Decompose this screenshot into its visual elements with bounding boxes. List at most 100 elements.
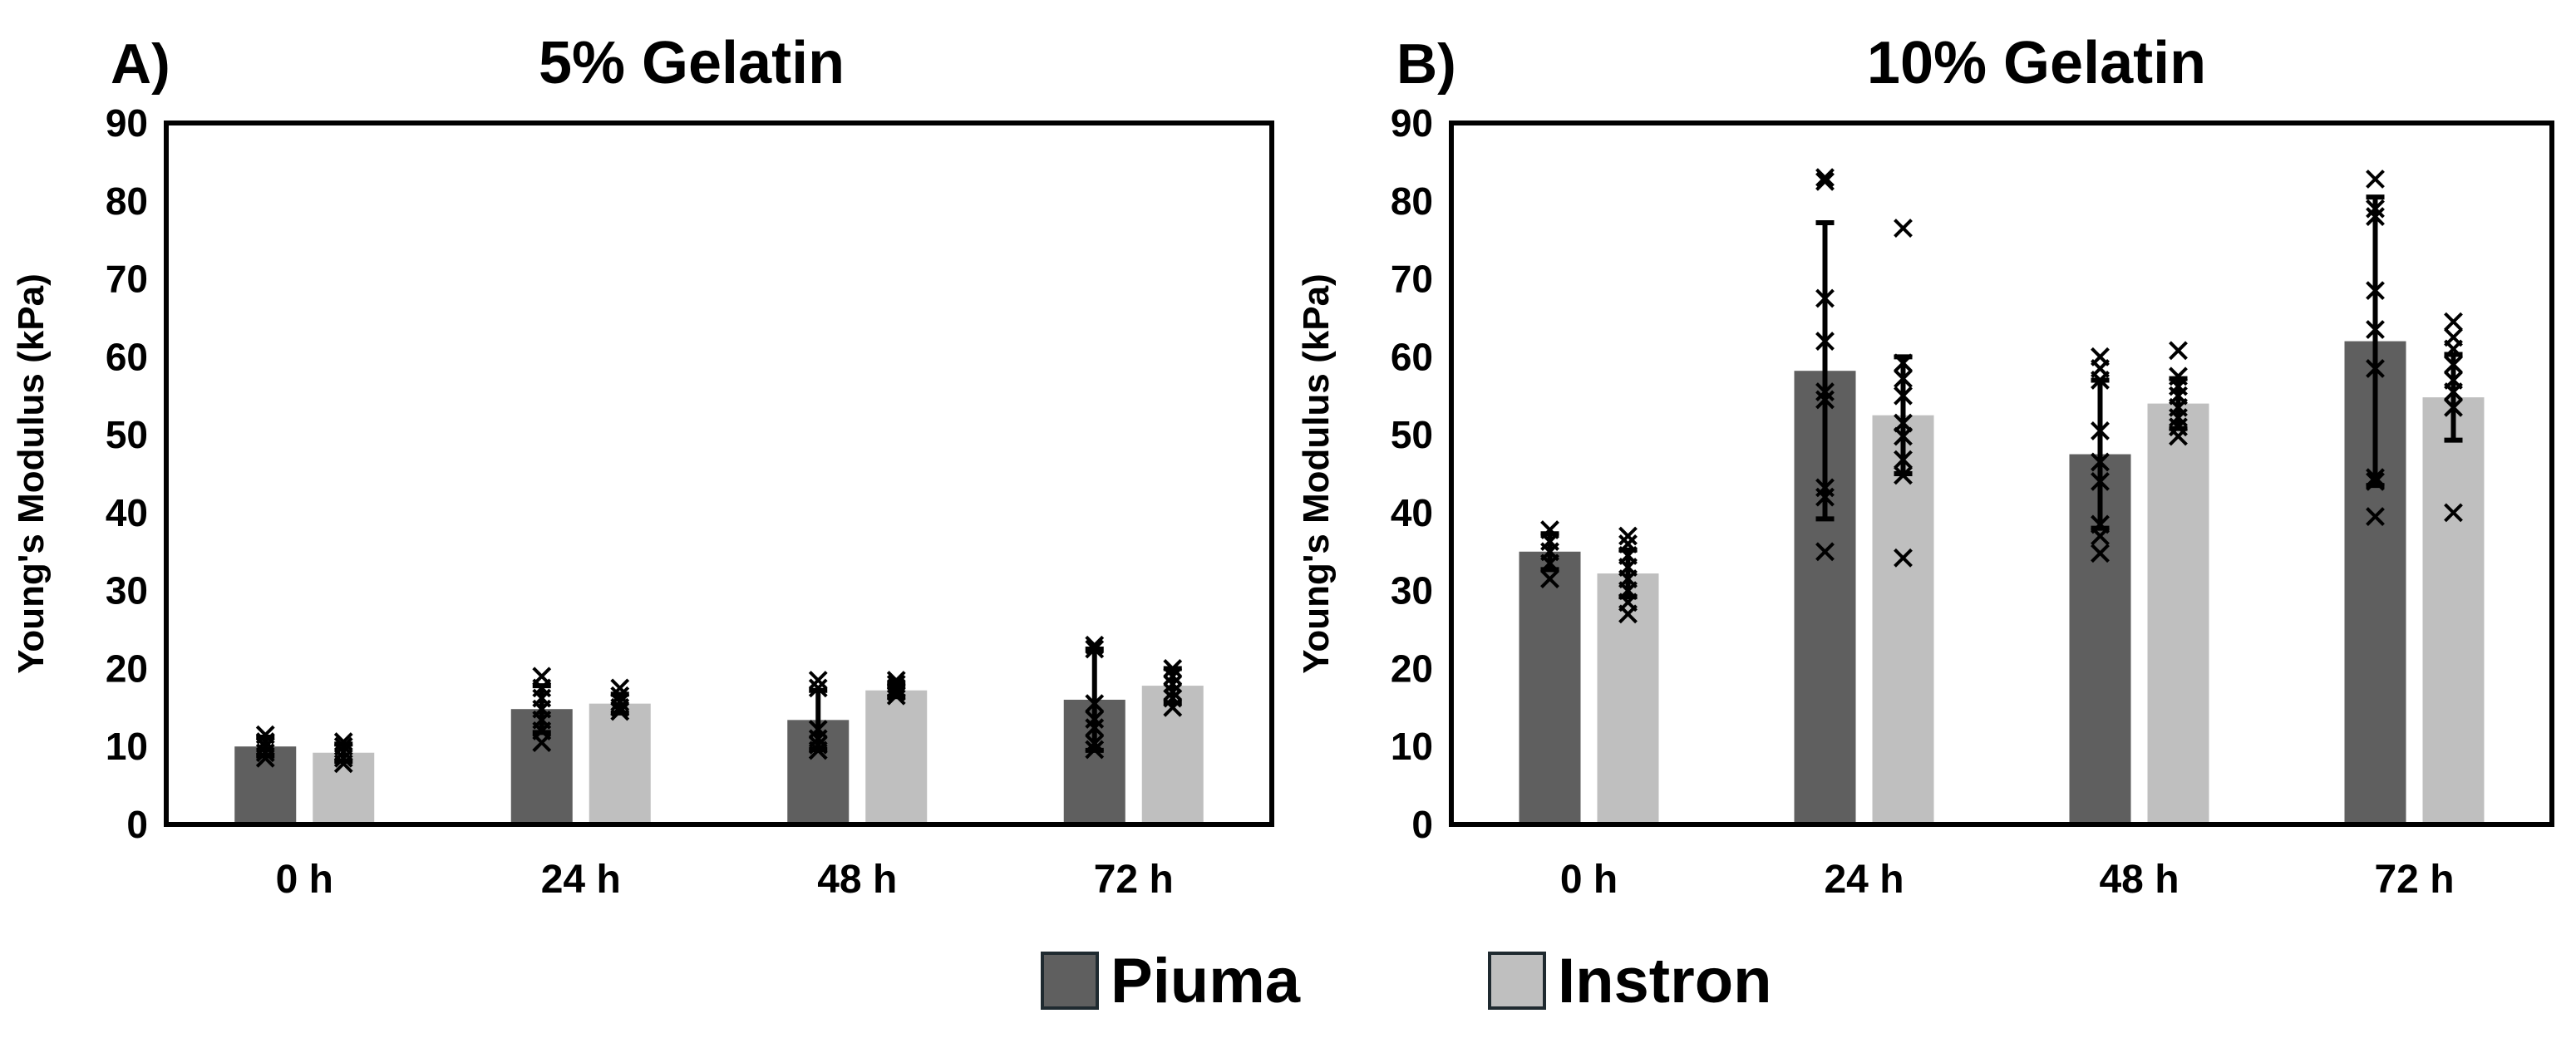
data-point-piuma-48-h-1 — [808, 735, 828, 755]
x-tick-label-24-h: 24 h — [541, 858, 621, 902]
legend-label-instron: Instron — [1558, 945, 1772, 1016]
data-point-piuma-72-h-0 — [1085, 740, 1105, 760]
data-point-stroke — [1085, 709, 1105, 729]
data-point-instron-0-h-7 — [1618, 526, 1638, 546]
data-point-piuma-72-h-3 — [1085, 709, 1105, 729]
data-point-stroke — [1815, 168, 1835, 188]
data-point-stroke — [1894, 413, 1913, 433]
data-point-piuma-24-h-3 — [1815, 390, 1835, 410]
y-tick-label-10: 10 — [106, 725, 148, 768]
data-point-stroke — [886, 678, 906, 698]
data-point-piuma-72-h-4 — [1085, 694, 1105, 714]
data-point-instron-72-h-1 — [1163, 688, 1183, 708]
data-point-instron-24-h-7 — [1894, 353, 1913, 373]
y-tick-label-90: 90 — [106, 101, 148, 145]
data-point-stroke — [2444, 312, 2463, 332]
data-point-stroke — [2091, 347, 2110, 366]
data-point-piuma-72-h-8 — [2366, 170, 2385, 189]
data-point-piuma-48-h-5 — [808, 671, 828, 690]
data-point-piuma-72-h-2 — [1085, 718, 1105, 738]
data-point-piuma-24-h-4 — [1815, 382, 1835, 401]
data-point-instron-0-h-4 — [333, 732, 353, 752]
data-point-stroke — [1163, 682, 1183, 701]
y-tick-label-0: 0 — [126, 803, 148, 846]
data-point-instron-0-h-3 — [333, 736, 353, 756]
data-point-piuma-72-h-6 — [2366, 207, 2385, 226]
data-point-instron-48-h-6 — [2169, 366, 2188, 386]
data-point-instron-72-h-0 — [2444, 503, 2463, 523]
data-point-piuma-48-h-3 — [808, 720, 828, 740]
data-point-piuma-72-h-5 — [2366, 281, 2385, 301]
y-tick-label-80: 80 — [1391, 180, 1433, 223]
data-point-piuma-72-h-0 — [2366, 507, 2385, 526]
y-tick-label-20: 20 — [1391, 647, 1433, 690]
x-tick-label-72-h: 72 h — [2374, 858, 2454, 902]
y-tick-label-30: 30 — [106, 569, 148, 612]
data-point-stroke — [2366, 320, 2385, 339]
data-point-stroke — [2444, 503, 2463, 523]
y-tick-label-80: 80 — [106, 180, 148, 223]
data-point-stroke — [1540, 569, 1559, 589]
data-point-stroke — [1894, 369, 1913, 389]
data-point-piuma-24-h-6 — [532, 667, 552, 686]
data-point-stroke — [333, 736, 353, 756]
bar-instron-72-h — [2422, 397, 2485, 824]
data-point-instron-24-h-8 — [1894, 219, 1913, 239]
legend-label-piuma: Piuma — [1111, 945, 1301, 1016]
data-point-instron-24-h-5 — [1894, 386, 1913, 406]
legend-item-instron: Instron — [1488, 939, 1772, 1022]
data-point-instron-72-h-4 — [1163, 667, 1183, 686]
data-point-piuma-72-h-1 — [2366, 471, 2385, 491]
data-point-instron-24-h-6 — [1894, 369, 1913, 389]
data-point-stroke — [610, 686, 630, 706]
data-point-piuma-72-h-7 — [2366, 199, 2385, 219]
data-point-stroke — [2091, 514, 2110, 534]
data-point-stroke — [2366, 468, 2385, 488]
data-point-instron-72-h-7 — [2444, 312, 2463, 332]
data-point-instron-24-h-1 — [1894, 465, 1913, 485]
y-tick-label-50: 50 — [1391, 413, 1433, 456]
data-point-stroke — [1815, 382, 1835, 401]
bar-piuma-0-h — [1519, 551, 1581, 824]
data-point-stroke — [808, 678, 828, 698]
data-point-stroke — [2169, 341, 2188, 361]
legend-swatch-instron — [1488, 952, 1546, 1010]
data-point-piuma-48-h-8 — [2091, 347, 2110, 366]
data-point-stroke — [1163, 688, 1183, 708]
data-point-stroke — [1894, 386, 1913, 406]
data-point-piuma-72-h-4 — [2366, 320, 2385, 339]
bar-instron-24-h — [1872, 415, 1934, 824]
data-point-stroke — [2366, 358, 2385, 378]
y-tick-label-40: 40 — [1391, 491, 1433, 534]
data-point-instron-72-h-4 — [2444, 355, 2463, 375]
data-point-piuma-24-h-8 — [1815, 168, 1835, 188]
data-point-piuma-48-h-2 — [2091, 514, 2110, 534]
y-tick-label-30: 30 — [1391, 569, 1433, 612]
data-point-stroke — [808, 671, 828, 690]
data-point-stroke — [2366, 170, 2385, 189]
y-tick-label-50: 50 — [106, 413, 148, 456]
data-point-piuma-48-h-3 — [2091, 471, 2110, 491]
data-point-instron-24-h-4 — [610, 678, 630, 698]
data-point-stroke — [2366, 471, 2385, 491]
data-point-stroke — [1894, 450, 1913, 470]
y-tick-label-20: 20 — [106, 647, 148, 690]
data-point-stroke — [1815, 542, 1835, 562]
data-point-piuma-0-h-4 — [255, 725, 275, 745]
data-point-stroke — [1815, 332, 1835, 351]
data-point-instron-24-h-3 — [610, 686, 630, 706]
bar-instron-24-h — [589, 703, 651, 824]
data-point-instron-48-h-2 — [886, 678, 906, 698]
chart-panel-a: A) 5% Gelatin Young's Modulus (kPa) 0 10 20 30… — [11, 30, 1274, 902]
data-point-piuma-24-h-2 — [1815, 478, 1835, 498]
chart-panel-b: B) 10% Gelatin Young's Modulus (kPa) 0 10 20 3… — [1296, 30, 2554, 902]
data-point-piuma-0-h-0 — [1540, 569, 1559, 589]
data-point-stroke — [2366, 507, 2385, 526]
data-point-piuma-48-h-0 — [2091, 544, 2110, 563]
data-point-stroke — [532, 667, 552, 686]
chart-title: 5% Gelatin — [539, 30, 845, 96]
data-point-stroke — [1085, 734, 1105, 753]
y-tick-label-70: 70 — [1391, 258, 1433, 301]
